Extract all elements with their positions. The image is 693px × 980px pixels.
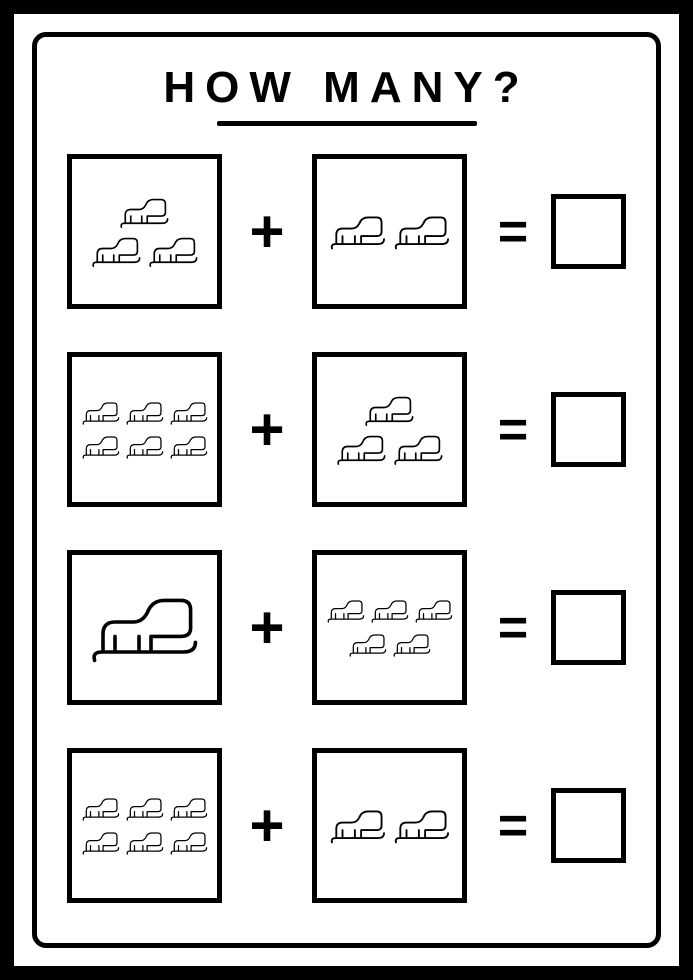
page-inner-frame: HOW MANY? + = + [32,32,661,948]
sleigh-icon [391,804,453,847]
sleigh-icon [89,232,144,271]
plus-operator: + [244,400,290,460]
sleigh-icon [146,232,201,271]
sleigh-icon [362,391,417,430]
answer-box[interactable] [551,392,626,467]
sleigh-icon [168,828,210,857]
sleigh-icon [80,828,122,857]
problem-row: + = [67,550,626,705]
sleigh-icon [391,210,453,253]
problem-row: + = [67,352,626,507]
sleigh-icon [413,596,455,625]
sleigh-icon [327,210,389,253]
left-operand-box [67,154,222,309]
left-operand-box [67,550,222,705]
title-underline [217,121,477,126]
problems-container: + = + = + [67,154,626,913]
sleigh-icon [80,794,122,823]
sleigh-icon [85,586,205,670]
answer-box[interactable] [551,194,626,269]
sleigh-icon [327,804,389,847]
sleigh-icon [80,432,122,461]
worksheet-title: HOW MANY? [163,63,529,113]
equals-operator: = [489,202,529,262]
page-outer-frame: HOW MANY? + = + [0,0,693,980]
plus-operator: + [244,796,290,856]
sleigh-icon [168,432,210,461]
right-operand-box [312,550,467,705]
right-operand-box [312,352,467,507]
plus-operator: + [244,202,290,262]
right-operand-box [312,154,467,309]
sleigh-icon [369,596,411,625]
right-operand-box [312,748,467,903]
answer-box[interactable] [551,788,626,863]
sleigh-icon [325,596,367,625]
problem-row: + = [67,154,626,309]
sleigh-icon [124,794,166,823]
sleigh-icon [124,398,166,427]
sleigh-icon [391,630,433,659]
sleigh-icon [124,432,166,461]
problem-row: + = [67,748,626,903]
equals-operator: = [489,796,529,856]
sleigh-icon [347,630,389,659]
equals-operator: = [489,400,529,460]
sleigh-icon [168,398,210,427]
plus-operator: + [244,598,290,658]
left-operand-box [67,748,222,903]
sleigh-icon [80,398,122,427]
left-operand-box [67,352,222,507]
sleigh-icon [334,430,389,469]
sleigh-icon [168,794,210,823]
sleigh-icon [391,430,446,469]
sleigh-icon [124,828,166,857]
equals-operator: = [489,598,529,658]
answer-box[interactable] [551,590,626,665]
sleigh-icon [117,193,172,232]
